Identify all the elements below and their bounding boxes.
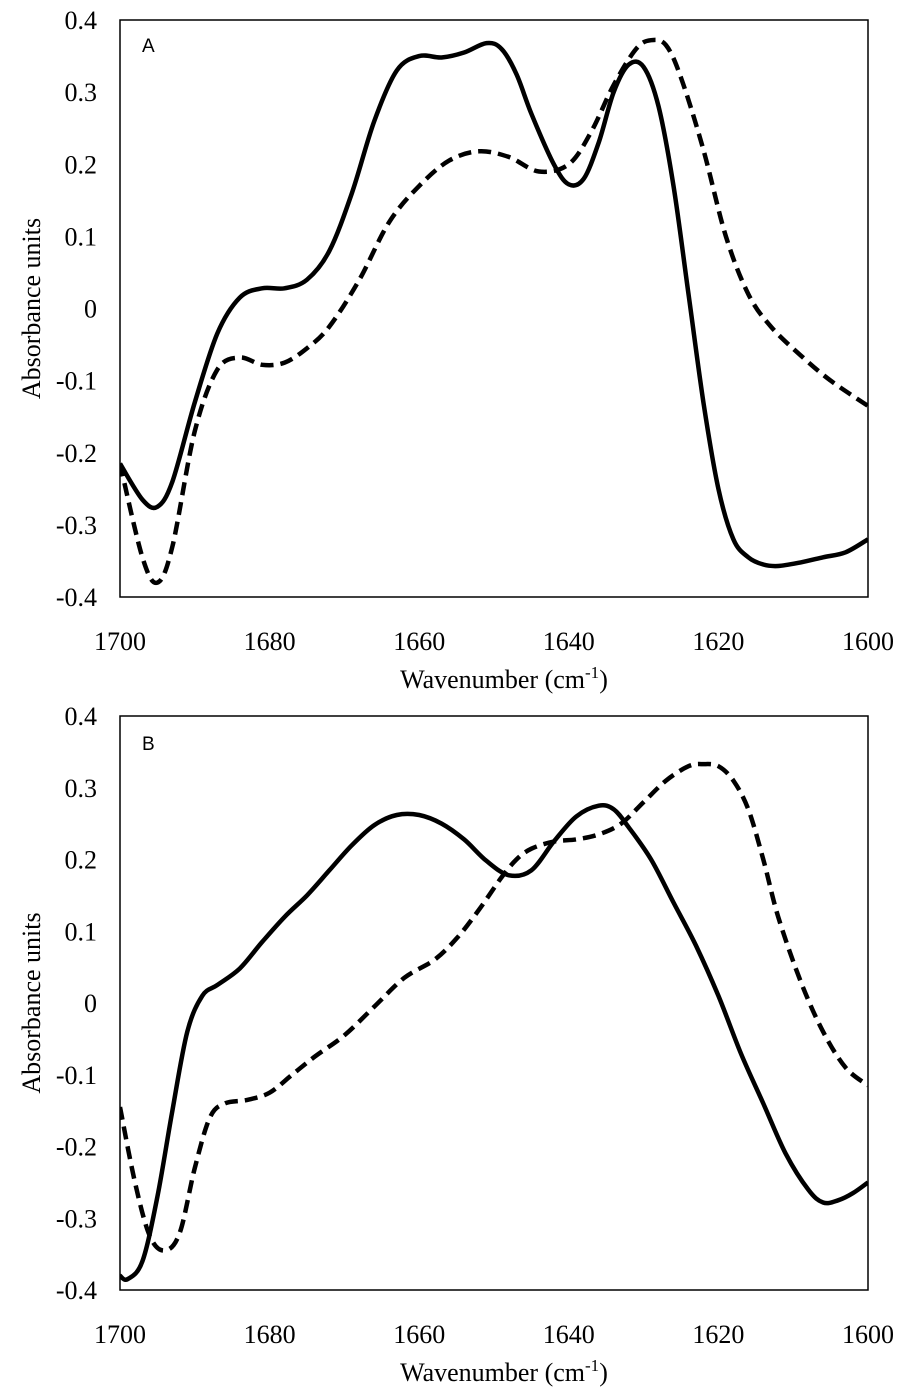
- y-tick-label: -0.3: [56, 511, 97, 540]
- x-axis-title-suffix: ): [599, 1358, 608, 1387]
- x-tick-label: 1600: [842, 1320, 894, 1349]
- series-line-dashed: [120, 37, 868, 586]
- x-tick-label: 1600: [842, 627, 894, 656]
- plot-area-frame: [119, 19, 869, 598]
- x-tick-label: 1660: [393, 627, 445, 656]
- y-tick-label: 0.3: [65, 78, 98, 107]
- y-tick-label: -0.4: [56, 583, 97, 612]
- y-tick-label: 0.4: [65, 6, 98, 35]
- x-tick-label: 1620: [692, 627, 744, 656]
- x-axis-title-superscript: -1: [585, 663, 599, 682]
- x-axis-title-text: Wavenumber (cm: [400, 1358, 585, 1387]
- x-axis-title-superscript: -1: [585, 1356, 599, 1375]
- chart-panel-a: 0.4 0.3 0.2 0.1 0 -0.1 -0.2 -0.3 -0.4 1700 1680 166…: [17, 6, 894, 694]
- y-axis-title: Absorbance units: [17, 912, 46, 1093]
- series-line-dashed: [120, 761, 868, 1253]
- x-axis-title-text: Wavenumber (cm: [400, 665, 585, 694]
- x-tick-label: 1700: [94, 627, 146, 656]
- y-tick-label: 0.2: [65, 846, 98, 875]
- y-tick-label: 0.3: [65, 774, 98, 803]
- panel-label: A: [142, 36, 155, 57]
- chart-panel-b: 0.4 0.3 0.2 0.1 0 -0.1 -0.2 -0.3 -0.4 1700 1680 166…: [17, 702, 894, 1387]
- y-tick-label: -0.1: [56, 1061, 97, 1090]
- plot-area-frame: [119, 715, 869, 1291]
- y-tick-label: -0.2: [56, 439, 97, 468]
- y-tick-label: -0.4: [56, 1276, 97, 1305]
- x-tick-label: 1680: [244, 627, 296, 656]
- y-axis-title: Absorbance units: [17, 218, 46, 399]
- panel-label: B: [142, 734, 155, 755]
- y-tick-label: -0.2: [56, 1133, 97, 1162]
- x-axis-title-suffix: ): [599, 665, 608, 694]
- series-line-solid: [120, 803, 868, 1283]
- y-tick-label: 0.4: [65, 702, 98, 731]
- x-axis-title: Wavenumber (cm-1): [400, 1356, 608, 1387]
- x-tick-label: 1640: [543, 1320, 595, 1349]
- y-tick-label: 0: [84, 989, 97, 1018]
- x-tick-label: 1680: [244, 1320, 296, 1349]
- x-axis-title: Wavenumber (cm-1): [400, 663, 608, 694]
- y-tick-label: 0.1: [65, 222, 98, 251]
- y-tick-label: 0.1: [65, 917, 98, 946]
- y-tick-label: 0: [84, 295, 97, 324]
- y-tick-label: 0.2: [65, 150, 98, 179]
- x-tick-label: 1700: [94, 1320, 146, 1349]
- series-line-solid: [120, 40, 868, 569]
- y-tick-label: -0.3: [56, 1204, 97, 1233]
- x-tick-label: 1620: [692, 1320, 744, 1349]
- y-tick-label: -0.1: [56, 367, 97, 396]
- x-tick-label: 1660: [393, 1320, 445, 1349]
- x-tick-label: 1640: [543, 627, 595, 656]
